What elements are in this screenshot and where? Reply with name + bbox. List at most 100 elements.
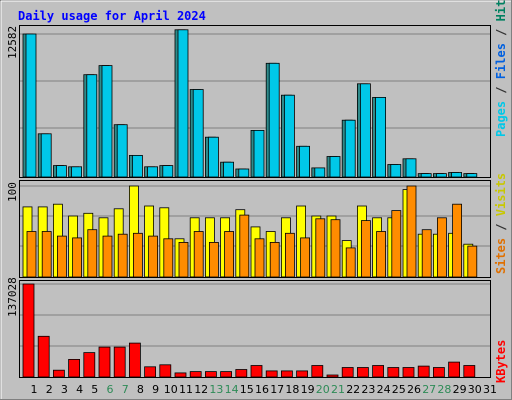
middle-bar-s1-day-21 [330,219,341,278]
top-bar-s1-day-9 [147,166,159,178]
top-bar-s1-day-15 [238,168,250,178]
middle-bar-s1-day-27 [421,229,432,278]
top-bar-s1-day-22 [344,119,356,178]
top-bar-s1-day-19 [299,145,311,178]
top-bar-s1-day-7 [116,124,128,178]
middle-bar-s1-day-18 [284,232,295,278]
top-bar-s1-day-29 [451,172,463,178]
middle-bar-s1-day-5 [87,229,98,278]
day-label-3: 3 [61,383,68,396]
top-bar-s1-day-24 [375,97,387,178]
day-label-28: 28 [437,383,451,396]
top-legend-part-1: / [494,79,508,101]
day-label-24: 24 [377,383,391,396]
middle-bar-s1-day-6 [102,235,113,278]
bottom-bar-s0-day-6 [98,346,111,378]
day-label-8: 8 [137,383,144,396]
bottom-bar-s0-day-13 [204,371,217,378]
bottom-bar-s0-day-17 [265,370,278,378]
top-ymax-label: 12582 [6,26,19,59]
day-label-14: 14 [225,383,239,396]
top-bar-s1-day-3 [56,165,67,178]
top-bar-s1-day-1 [25,33,37,178]
bottom-bar-s0-day-22 [341,367,354,378]
day-label-2: 2 [46,383,53,396]
middle-bar-s1-day-13 [208,241,219,278]
top-legend-part-2: Files [494,43,508,79]
middle-bar-s1-day-22 [345,247,356,278]
bottom-legend-part-0: KBytes [494,340,508,383]
bottom-bar-s0-day-3 [53,369,65,378]
bars [22,29,478,378]
middle-series-legend: Sites / Visits [494,173,508,274]
chart-title: Daily usage for April 2024 [18,9,206,23]
middle-bar-s1-day-14 [224,231,235,278]
bottom-bar-s0-day-21 [326,374,339,378]
middle-ymax-label: 100 [6,182,19,202]
bottom-bar-s0-day-9 [144,366,157,378]
day-label-21: 21 [331,383,345,396]
middle-bar-s1-day-23 [360,220,371,278]
bottom-bar-s0-day-23 [356,367,369,378]
day-label-15: 15 [240,383,254,396]
bottom-bar-s0-day-28 [432,367,445,378]
top-bar-s1-day-21 [329,156,341,178]
middle-bar-s1-day-7 [117,233,128,278]
bottom-bar-s0-day-16 [250,365,263,378]
day-label-27: 27 [422,383,436,396]
bottom-bar-s0-day-4 [68,358,80,378]
middle-bar-s1-day-20 [315,218,326,278]
middle-bar-s1-day-25 [391,210,402,278]
bottom-bar-s0-day-15 [235,369,248,378]
day-label-26: 26 [407,383,421,396]
top-bar-s1-day-28 [435,173,447,178]
top-bar-s1-day-8 [131,154,143,178]
middle-bar-s1-day-4 [72,237,82,278]
middle-bar-s1-day-8 [132,232,143,278]
top-bar-s1-day-5 [86,74,98,178]
top-bar-s1-day-16 [253,129,265,178]
day-label-5: 5 [91,383,98,396]
bottom-bar-s0-day-20 [311,365,324,378]
middle-bar-s1-day-24 [376,231,387,278]
day-label-12: 12 [194,383,208,396]
bottom-bar-s0-day-14 [220,371,233,378]
bottom-bar-s0-day-12 [189,371,202,378]
bottom-bar-s0-day-2 [37,335,50,378]
top-series-legend: Pages / Files / Hits [494,0,508,137]
middle-bar-s1-day-28 [436,217,447,278]
day-label-11: 11 [179,383,193,396]
day-label-6: 6 [107,383,114,396]
top-bar-s1-day-12 [192,89,204,178]
day-label-1: 1 [31,383,38,396]
top-bar-s1-day-27 [420,173,432,178]
middle-bar-s1-day-10 [163,238,174,278]
middle-bar-s1-day-9 [148,235,159,278]
top-bar-s1-day-20 [314,167,326,178]
top-legend-part-0: Pages [494,101,508,137]
bottom-bar-s0-day-1 [22,283,35,378]
day-label-10: 10 [164,383,178,396]
day-label-31: 31 [483,383,497,396]
day-label-23: 23 [361,383,375,396]
day-label-19: 19 [301,383,315,396]
day-label-29: 29 [453,383,467,396]
day-label-22: 22 [346,383,360,396]
day-label-4: 4 [76,383,83,396]
top-bar-s1-day-14 [223,161,235,178]
middle-legend-part-2: Visits [494,173,508,216]
bottom-bar-s0-day-18 [280,370,293,378]
bottom-ymax-label: 137028 [6,277,19,317]
middle-bar-s1-day-1 [26,231,37,278]
top-bar-s1-day-25 [390,164,402,178]
top-bar-s1-day-17 [268,62,280,178]
bottom-bar-s0-day-25 [387,367,400,378]
day-label-30: 30 [468,383,482,396]
top-bar-s1-day-30 [466,173,478,178]
bottom-bar-s0-day-27 [417,365,430,378]
day-label-18: 18 [285,383,299,396]
day-label-7: 7 [122,383,129,396]
day-label-25: 25 [392,383,406,396]
middle-bar-s1-day-11 [178,241,189,278]
bottom-bar-s0-day-7 [113,346,126,378]
